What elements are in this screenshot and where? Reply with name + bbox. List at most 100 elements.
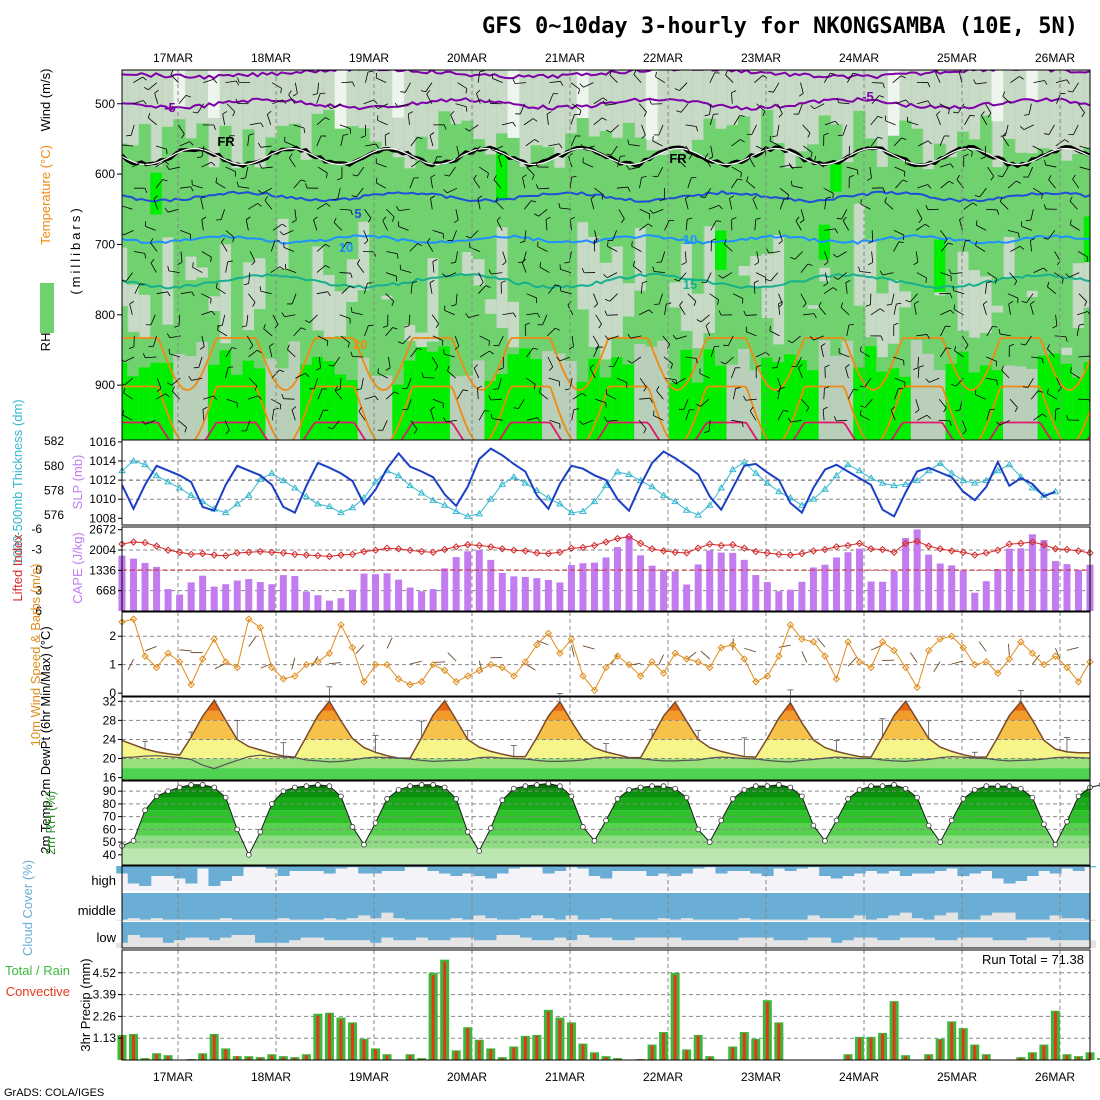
wind-barb-flag: [404, 325, 410, 328]
wind-barb: [171, 390, 180, 400]
wind-barb: [958, 71, 963, 83]
wind-barb-flag: [419, 160, 425, 164]
wind-barb-flag: [312, 93, 318, 96]
rh-strip-green: [864, 138, 878, 240]
wind-barb-flag: [814, 155, 817, 162]
wind-barb-flag: [129, 300, 135, 305]
wind-barb-flag: [325, 172, 328, 178]
wind-barb: [790, 419, 802, 423]
wind-barb-flag: [972, 202, 978, 206]
rh-strip-bright: [438, 346, 451, 440]
wind-barb: [519, 103, 525, 115]
thickness-point: [832, 471, 841, 479]
wind-barb-flag: [417, 347, 423, 351]
wind-barb: [891, 293, 895, 305]
thickness-point: [406, 481, 414, 489]
rh-strip-dry: [922, 353, 935, 440]
wind-barb-flag: [573, 408, 579, 410]
rh-strip-dry-top: [334, 70, 348, 129]
cloud-bar: [300, 937, 313, 948]
precip-convective-bar: [316, 1015, 320, 1060]
wind-barb: [685, 356, 697, 359]
wind-barb-flag: [435, 323, 440, 329]
wind-barb-flag: [905, 99, 910, 104]
wind10m-barb: [628, 662, 641, 666]
wind-barb-flag: [221, 237, 225, 243]
wind-barb-flag: [150, 258, 155, 264]
cloud-bar: [865, 937, 878, 948]
rh-strip-dry-top: [645, 70, 659, 140]
wind-barb: [270, 266, 281, 273]
wind-barb: [148, 117, 157, 126]
wind-barb-flag: [893, 322, 899, 326]
wind10m-point: [613, 652, 622, 660]
cloud-bar: [450, 937, 463, 948]
tick-label: 24: [103, 732, 117, 746]
rh-strip-bright: [703, 349, 716, 440]
wind-barb: [546, 113, 549, 125]
wind-barb: [406, 377, 412, 389]
wind-barb: [657, 166, 664, 177]
wind-barb: [123, 230, 134, 236]
cloud-high-bar: [231, 866, 244, 876]
wind-barb: [999, 333, 1011, 337]
wind-barb-flag: [948, 242, 954, 245]
cloud-high-bar: [531, 866, 544, 868]
wind-barb: [477, 285, 487, 294]
wind-barb: [915, 399, 920, 410]
rh-strip-bright: [611, 357, 624, 440]
cape-bar: [856, 548, 864, 611]
lifted-index-point: [775, 550, 783, 559]
rh-strip-green: [772, 142, 786, 235]
rh-point: [753, 783, 759, 789]
wind-barb: [122, 414, 133, 421]
cape-bar: [1017, 548, 1025, 611]
wind-barb-flag: [196, 156, 202, 159]
wind-barb-flag: [671, 380, 677, 385]
cloud-high-bar: [807, 866, 820, 868]
cloud-high-bar: [646, 866, 659, 876]
wind-barb-flag: [1001, 365, 1005, 371]
wind-barb-flag: [1042, 413, 1047, 418]
wind-barb-flag: [927, 100, 932, 106]
wind10m-barb: [386, 637, 393, 649]
cloud-bar: [611, 940, 624, 948]
wind-barb: [869, 167, 872, 179]
rh-strip-green: [265, 137, 279, 333]
lifted-index-point: [498, 545, 506, 553]
wind-barb: [470, 230, 479, 239]
cloud-high-bar: [542, 866, 555, 874]
wind10m-point: [141, 652, 149, 660]
wind-barb: [1056, 93, 1061, 104]
wind-barb: [179, 141, 190, 147]
cloud-bar: [358, 940, 371, 948]
lifted-index-point: [867, 545, 875, 553]
cloud-bar: [346, 918, 359, 921]
wind-barb: [755, 145, 767, 152]
cloud-bar: [289, 940, 302, 948]
panel-frame: [121, 780, 1091, 866]
wind-barb: [153, 335, 157, 347]
lifted-index-point: [821, 545, 829, 554]
wind-barb-flag: [779, 387, 785, 389]
wind-barb-flag: [860, 199, 862, 205]
wind-barb: [560, 290, 572, 295]
wind-barb: [892, 356, 904, 361]
rh-point: [695, 826, 701, 833]
wind-barb-flag: [289, 153, 293, 159]
cloud-bar: [876, 918, 889, 921]
wind-barb: [145, 356, 157, 359]
precip-convective-bar: [754, 1039, 758, 1060]
wind-barb-flag: [833, 276, 839, 280]
wind-barb: [770, 272, 779, 282]
tick-label: 80: [103, 797, 117, 811]
cape-bar: [406, 587, 414, 611]
wind10m-point: [729, 641, 737, 649]
precip-convective-bar: [662, 1032, 666, 1060]
cloud-bar: [969, 919, 982, 921]
wind-barb-flag: [167, 382, 173, 386]
wind-barb: [293, 179, 302, 189]
wind-barb: [802, 124, 811, 134]
wind-barb: [1077, 311, 1088, 316]
wind-barb: [1055, 79, 1067, 84]
